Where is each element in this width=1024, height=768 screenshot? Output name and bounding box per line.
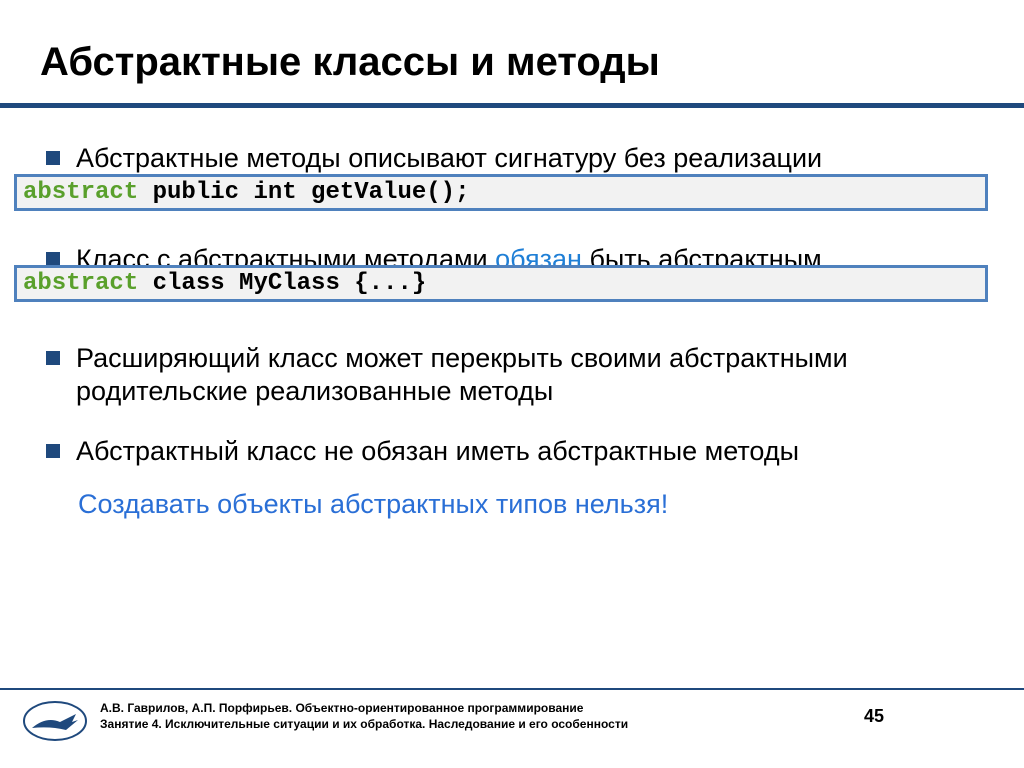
bullet-icon <box>46 151 60 165</box>
code-rest: public int getValue(); <box>138 179 469 206</box>
content-area: Абстрактные методы описывают сигнатуру б… <box>0 108 1024 520</box>
slide: Абстрактные классы и методы Абстрактные … <box>0 0 1024 768</box>
bullet-text: Абстрактные методы описывают сигнатуру б… <box>76 142 822 176</box>
logo-icon <box>22 700 88 742</box>
slide-footer: А.В. Гаврилов, А.П. Порфирьев. Объектно-… <box>0 694 1024 752</box>
code-rest: class MyClass {...} <box>138 270 426 297</box>
bullet-text-part: ! <box>661 489 669 519</box>
code-keyword: abstract <box>23 179 138 206</box>
bullet-item: Абстрактные методы описывают сигнатуру б… <box>40 142 984 176</box>
bullet-text: Абстрактный класс не обязан иметь абстра… <box>76 435 799 469</box>
slide-title: Абстрактные классы и методы <box>0 0 1024 103</box>
page-number: 45 <box>864 706 884 727</box>
bullet-item-cutoff: Создавать объекты абстрактных типов нель… <box>40 489 984 520</box>
footer-rule <box>0 688 1024 690</box>
bullet-text-part: Создавать объекты абстрактных типов <box>78 489 575 519</box>
footer-line: Занятие 4. Исключительные ситуации и их … <box>100 716 628 732</box>
bullet-text-highlight: нельзя <box>575 489 661 519</box>
bullet-item: Расширяющий класс может перекрыть своими… <box>40 342 984 410</box>
footer-line: А.В. Гаврилов, А.П. Порфирьев. Объектно-… <box>100 700 628 716</box>
code-keyword: abstract <box>23 270 138 297</box>
bullet-icon <box>46 351 60 365</box>
code-block: abstract class MyClass {...} <box>14 265 988 302</box>
code-block: abstract public int getValue(); <box>14 174 988 211</box>
bullet-icon <box>46 444 60 458</box>
bullet-item: Абстрактный класс не обязан иметь абстра… <box>40 435 984 469</box>
footer-text: А.В. Гаврилов, А.П. Порфирьев. Объектно-… <box>100 700 628 732</box>
bullet-text: Расширяющий класс может перекрыть своими… <box>76 342 984 410</box>
